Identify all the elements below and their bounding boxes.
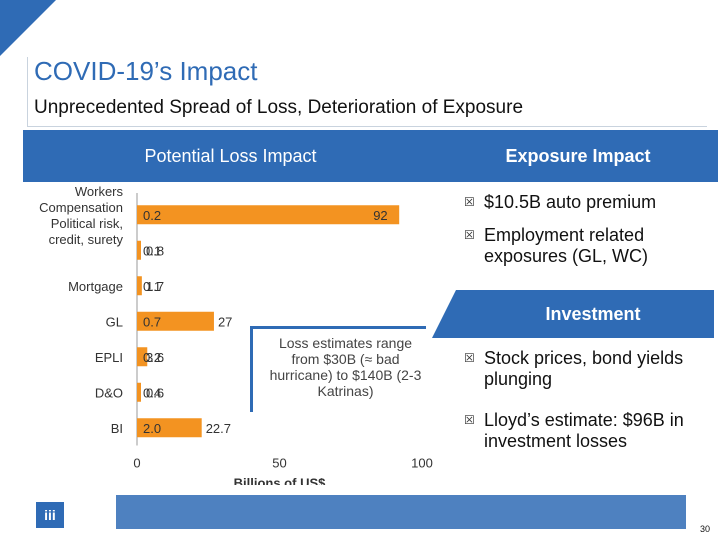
high-value-label: 3.6 bbox=[146, 350, 164, 365]
checkbox-bullet-icon: ☒ bbox=[464, 195, 475, 209]
category-label: Mortgage bbox=[68, 279, 123, 294]
bar-2 bbox=[137, 276, 142, 296]
x-tick-label: 0 bbox=[133, 456, 140, 471]
category-label-line: Compensation bbox=[39, 200, 123, 215]
title-rule-vertical bbox=[27, 57, 28, 127]
category-label-line: Workers bbox=[75, 185, 124, 199]
high-value-label: 1.7 bbox=[146, 279, 164, 294]
category-label: Workers Compensation Political risk, credit… bbox=[39, 185, 123, 247]
exposure-bullet-list: ☒ $10.5B auto premium ☒ Employment relat… bbox=[464, 192, 714, 279]
investment-bullet-list: ☒ Stock prices, bond yields plunging ☒ L… bbox=[464, 348, 714, 464]
high-value-label: 0.6 bbox=[146, 385, 164, 400]
low-value-label: 0.1 bbox=[143, 243, 161, 258]
bar-1 bbox=[137, 240, 141, 260]
high-value-label: 92 bbox=[373, 208, 387, 223]
iii-logo: iii bbox=[36, 502, 64, 528]
exposure-bullet: ☒ $10.5B auto premium bbox=[464, 192, 714, 213]
low-value-label: 0.4 bbox=[143, 385, 161, 400]
bar-0 bbox=[137, 205, 400, 225]
category-label-line: Mortgage bbox=[68, 279, 123, 294]
page-number: 30 bbox=[699, 524, 710, 534]
investment-header: Investment bbox=[432, 290, 714, 338]
low-value-label: 0.1 bbox=[143, 279, 161, 294]
x-tick-label: 50 bbox=[272, 456, 286, 471]
investment-bullet: ☒ Lloyd’s estimate: $96B in investment l… bbox=[464, 410, 714, 452]
investment-bullet-text: Stock prices, bond yields plunging bbox=[484, 348, 684, 389]
high-value-label: 0.8 bbox=[146, 243, 164, 258]
exposure-bullet-text: Employment related exposures (GL, WC) bbox=[484, 225, 649, 266]
slide-subtitle: Unprecedented Spread of Loss, Deteriorat… bbox=[34, 97, 524, 118]
category-label-line: credit, surety bbox=[49, 232, 124, 247]
exposure-bullet-text: $10.5B auto premium bbox=[484, 192, 657, 212]
investment-bullet-text: Lloyd’s estimate: $96B in investment los… bbox=[484, 410, 684, 451]
category-label: D&O bbox=[95, 385, 123, 400]
category-label: GL bbox=[106, 314, 123, 329]
loss-bar-chart: 0.2 92 Workers Compensation Political risk, c… bbox=[0, 185, 440, 485]
investment-bullet: ☒ Stock prices, bond yields plunging bbox=[464, 348, 714, 390]
checkbox-bullet-icon: ☒ bbox=[464, 413, 475, 427]
bar-6 bbox=[137, 418, 202, 438]
exposure-impact-header: Exposure Impact bbox=[438, 130, 718, 182]
checkbox-bullet-icon: ☒ bbox=[464, 351, 475, 365]
bar-5 bbox=[137, 382, 141, 402]
slide-title: COVID-19’s Impact bbox=[34, 56, 258, 86]
exposure-bullet: ☒ Employment related exposures (GL, WC) bbox=[464, 225, 714, 267]
bar-4 bbox=[137, 347, 148, 367]
loss-estimate-callout: Loss estimates range from $30B (≈ bad hu… bbox=[250, 326, 426, 412]
category-label-line: GL bbox=[106, 314, 123, 329]
x-tick-label: 100 bbox=[411, 456, 433, 471]
low-value-label: 0.2 bbox=[143, 208, 161, 223]
checkbox-bullet-icon: ☒ bbox=[464, 228, 475, 242]
category-label-line: BI bbox=[111, 421, 123, 436]
low-value-label: 0.7 bbox=[143, 314, 161, 329]
potential-loss-header: Potential Loss Impact bbox=[23, 130, 438, 182]
high-value-label: 27 bbox=[218, 314, 232, 329]
high-value-label: 22.7 bbox=[206, 421, 231, 436]
footer-band bbox=[116, 495, 686, 529]
corner-accent bbox=[0, 0, 56, 56]
title-rule-horizontal bbox=[27, 126, 707, 127]
low-value-label: 2.0 bbox=[143, 421, 161, 436]
category-label: EPLI bbox=[95, 350, 123, 365]
category-label-line: Political risk, bbox=[51, 216, 123, 231]
category-label-line: D&O bbox=[95, 385, 123, 400]
low-value-label: 0.2 bbox=[143, 350, 161, 365]
x-axis-label: Billions of US$ bbox=[234, 476, 327, 486]
category-label-line: EPLI bbox=[95, 350, 123, 365]
category-label: BI bbox=[111, 421, 123, 436]
bar-3 bbox=[137, 311, 214, 331]
